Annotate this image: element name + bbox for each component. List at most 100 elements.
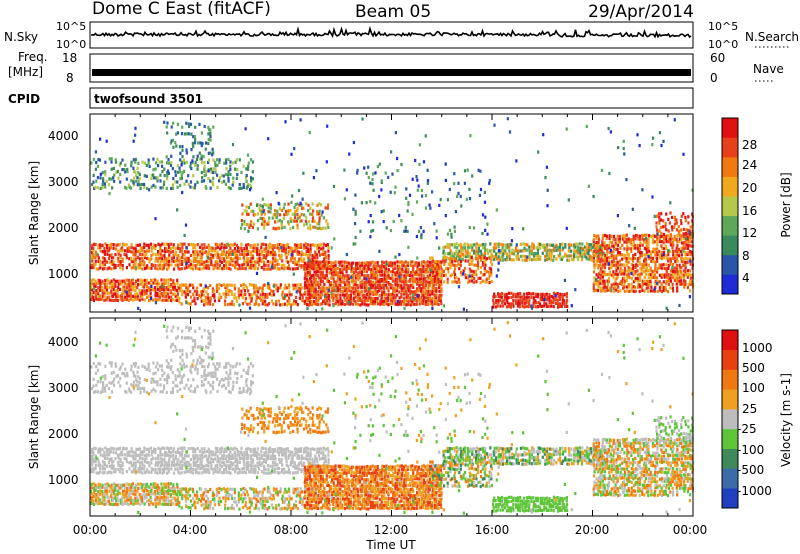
power-cell [112,256,115,260]
power-cell [121,257,124,261]
power-cell [302,252,305,256]
power-cell [180,267,183,271]
power-cell [90,282,93,286]
velocity-cell [121,467,124,472]
power-cell [181,293,184,297]
power-cell [176,285,179,289]
velocity-cell [147,461,150,465]
power-cell [506,252,509,256]
power-cell [460,204,463,208]
power-cell [318,216,321,220]
power-cell [256,257,259,261]
velocity-cell [90,496,93,500]
power-cell [252,264,255,268]
power-cell [222,257,225,261]
velocity-cell [128,492,131,496]
power-cell [665,212,668,216]
power-cell [95,179,98,183]
power-cell [299,283,302,287]
power-cell [146,256,149,260]
power-cell [616,266,619,270]
power-cell [266,303,269,307]
power-cell [359,284,362,288]
power-cell [628,269,631,273]
power-cell [550,251,553,255]
power-cell [303,276,306,280]
power-cell [149,288,152,292]
power-cell [426,267,429,271]
power-cell [515,243,518,247]
power-cell [101,288,104,292]
power-cell [418,302,421,306]
power-cell [210,249,213,253]
velocity-cell [192,454,195,458]
power-cell [310,289,313,293]
velocity-cell [162,470,166,474]
power-cell [455,264,458,268]
power-cell [311,267,314,271]
power-cell [403,274,406,278]
power-cell [602,289,605,293]
power-cell [384,292,388,297]
power-cell [235,299,238,303]
power-cell [595,250,598,254]
power-cell [403,283,406,287]
power-cell [400,273,403,277]
power-cell [541,251,544,255]
power-cell [382,220,385,224]
power-cell [308,302,312,306]
velocity-cell [145,485,148,489]
velocity-cell [99,501,102,505]
power-cell [416,256,419,260]
power-cell [187,302,190,306]
power-cell [414,261,417,265]
power-cell [279,283,282,287]
power-cell [229,186,232,191]
power-cell [172,145,175,149]
power-cell [140,262,143,267]
power-cell [264,303,267,307]
velocity-cell [138,502,141,506]
power-cell [333,237,336,241]
power-cell [610,273,613,277]
power-cell [214,167,217,171]
power-cell [322,226,325,230]
velocity-cell [117,486,120,490]
power-cell [649,289,652,293]
power-cell [664,288,667,292]
velocity-cell [183,461,186,465]
power-cell [689,282,692,286]
power-cell [200,144,203,148]
power-cell [326,260,329,264]
velocity-cell [119,457,122,461]
power-cell [399,300,402,304]
power-cell [312,225,315,229]
power-cell [447,252,450,256]
power-cell [332,296,335,300]
power-cell [167,295,171,299]
power-cell [287,209,290,213]
power-cell [539,296,542,300]
power-cell [483,246,487,250]
power-cell [156,294,159,298]
power-cell [139,294,142,298]
power-cell [531,242,534,246]
power-cell [245,253,248,257]
power-cell [121,158,124,162]
power-cell [641,283,644,287]
power-cell [477,252,480,256]
power-cell [273,244,276,248]
power-cell [609,130,612,134]
power-cell [241,212,244,216]
velocity-cell [128,488,131,492]
power-cell [383,277,386,281]
power-cell [481,256,484,260]
power-cell [330,295,333,299]
power-cell [437,267,440,271]
power-cell [114,279,117,283]
power-cell [97,256,100,260]
power-cell [440,267,443,271]
power-cell [662,247,666,251]
power-cell [306,253,309,257]
power-cell [287,301,290,306]
